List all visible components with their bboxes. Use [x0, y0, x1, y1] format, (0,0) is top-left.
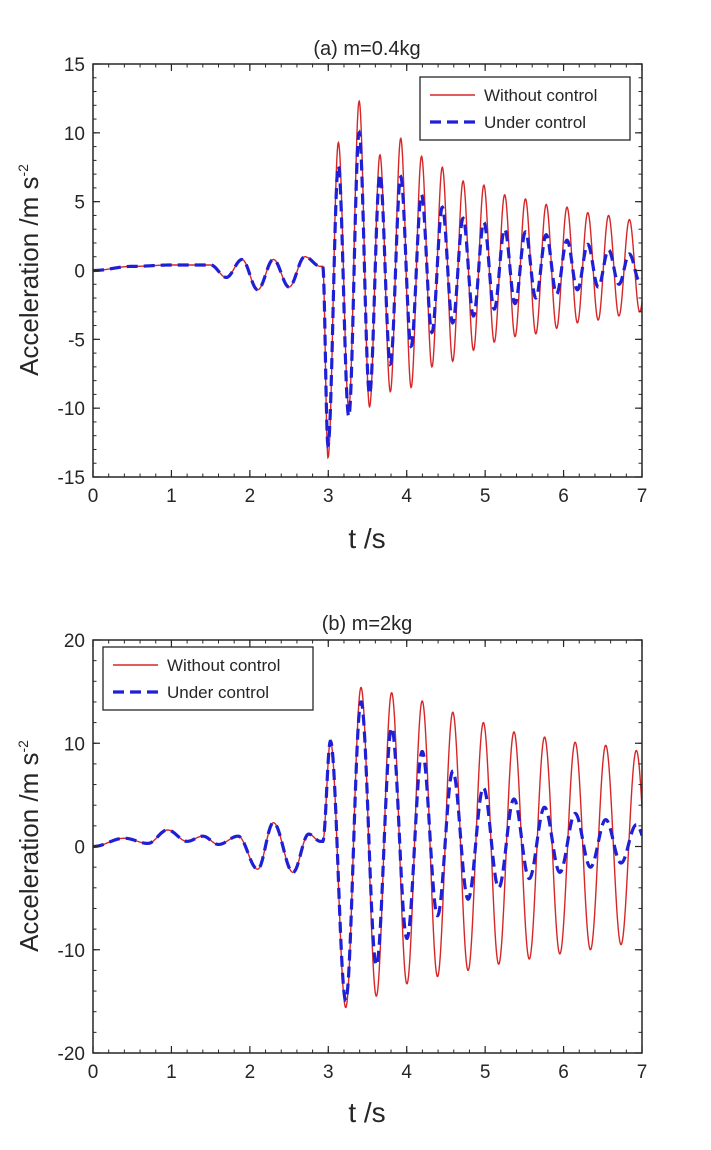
legend-box	[102, 646, 314, 711]
x-tick-label: 2	[245, 1062, 256, 1083]
y-tick-label: 15	[64, 55, 85, 76]
y-tick-label: 10	[64, 124, 85, 145]
y-axis-label-text: Acceleration /m s	[14, 177, 44, 376]
y-tick-label: 10	[64, 734, 85, 755]
y-axis-label-group: Acceleration /m s-2	[14, 740, 44, 952]
x-axis-label: t /s	[348, 1097, 385, 1128]
x-tick-label: 1	[166, 486, 177, 507]
chart-title: (a) m=0.4kg	[313, 38, 420, 60]
series-line-under-control	[93, 700, 642, 1002]
y-axis-label: Acceleration /m s-2	[14, 164, 44, 376]
y-tick-label: -15	[58, 468, 85, 489]
x-tick-label: 2	[245, 486, 256, 507]
series-line-under-control	[93, 129, 642, 449]
y-tick-label: -20	[58, 1044, 85, 1065]
legend-label: Without control	[167, 656, 280, 675]
x-tick-label: 7	[637, 486, 648, 507]
x-axis-label: t /s	[348, 523, 385, 554]
y-axis-label-superscript: -2	[15, 164, 31, 177]
x-tick-label: 0	[88, 1062, 99, 1083]
legend: Without control Under control	[419, 76, 631, 141]
x-tick-label: 1	[166, 1062, 177, 1083]
y-tick-label: 0	[74, 262, 85, 283]
plot-area	[93, 99, 642, 460]
x-tick-label: 4	[401, 1062, 412, 1083]
legend-label: Under control	[484, 113, 586, 132]
plot-area	[93, 686, 642, 1009]
y-tick-label: -10	[58, 941, 85, 962]
x-tick-label: 6	[558, 486, 569, 507]
chart-panel-a: (a) m=0.4kg 0 1 2 3 4 5 6 7 -15 -10 -5 0 5 10 15 Withou…	[14, 38, 647, 554]
y-axis-label-text: Acceleration /m s	[14, 753, 44, 952]
x-tick-label: 3	[323, 1062, 334, 1083]
x-axis: 0 1 2 3 4 5 6 7	[88, 64, 648, 507]
legend: Without control Under control	[102, 646, 314, 711]
y-axis: -20 -10 0 10 20	[58, 631, 642, 1065]
x-tick-label: 4	[401, 486, 412, 507]
y-axis-label: Acceleration /m s-2	[14, 740, 44, 952]
series-line-without-control	[93, 686, 642, 1009]
y-tick-label: -5	[68, 330, 85, 351]
x-tick-label: 5	[480, 486, 491, 507]
x-tick-label: 5	[480, 1062, 491, 1083]
chart-panel-b: (b) m=2kg 0 1 2 3 4 5 6 7 -20 -10 0 10 20 Without con…	[14, 613, 647, 1128]
y-tick-label: 20	[64, 631, 85, 652]
x-axis: 0 1 2 3 4 5 6 7	[88, 640, 648, 1083]
x-tick-label: 6	[558, 1062, 569, 1083]
y-tick-label: -10	[58, 399, 85, 420]
series-line-without-control	[93, 99, 642, 460]
y-tick-label: 5	[74, 193, 85, 214]
x-tick-label: 0	[88, 486, 99, 507]
legend-label: Under control	[167, 683, 269, 702]
x-tick-label: 3	[323, 486, 334, 507]
x-tick-label: 7	[637, 1062, 648, 1083]
legend-box	[419, 76, 631, 141]
y-axis-label-group: Acceleration /m s-2	[14, 164, 44, 376]
legend-label: Without control	[484, 86, 597, 105]
y-axis: -15 -10 -5 0 5 10 15	[58, 55, 642, 489]
y-tick-label: 0	[74, 838, 85, 859]
y-axis-label-superscript: -2	[15, 740, 31, 753]
chart-title: (b) m=2kg	[322, 613, 413, 635]
